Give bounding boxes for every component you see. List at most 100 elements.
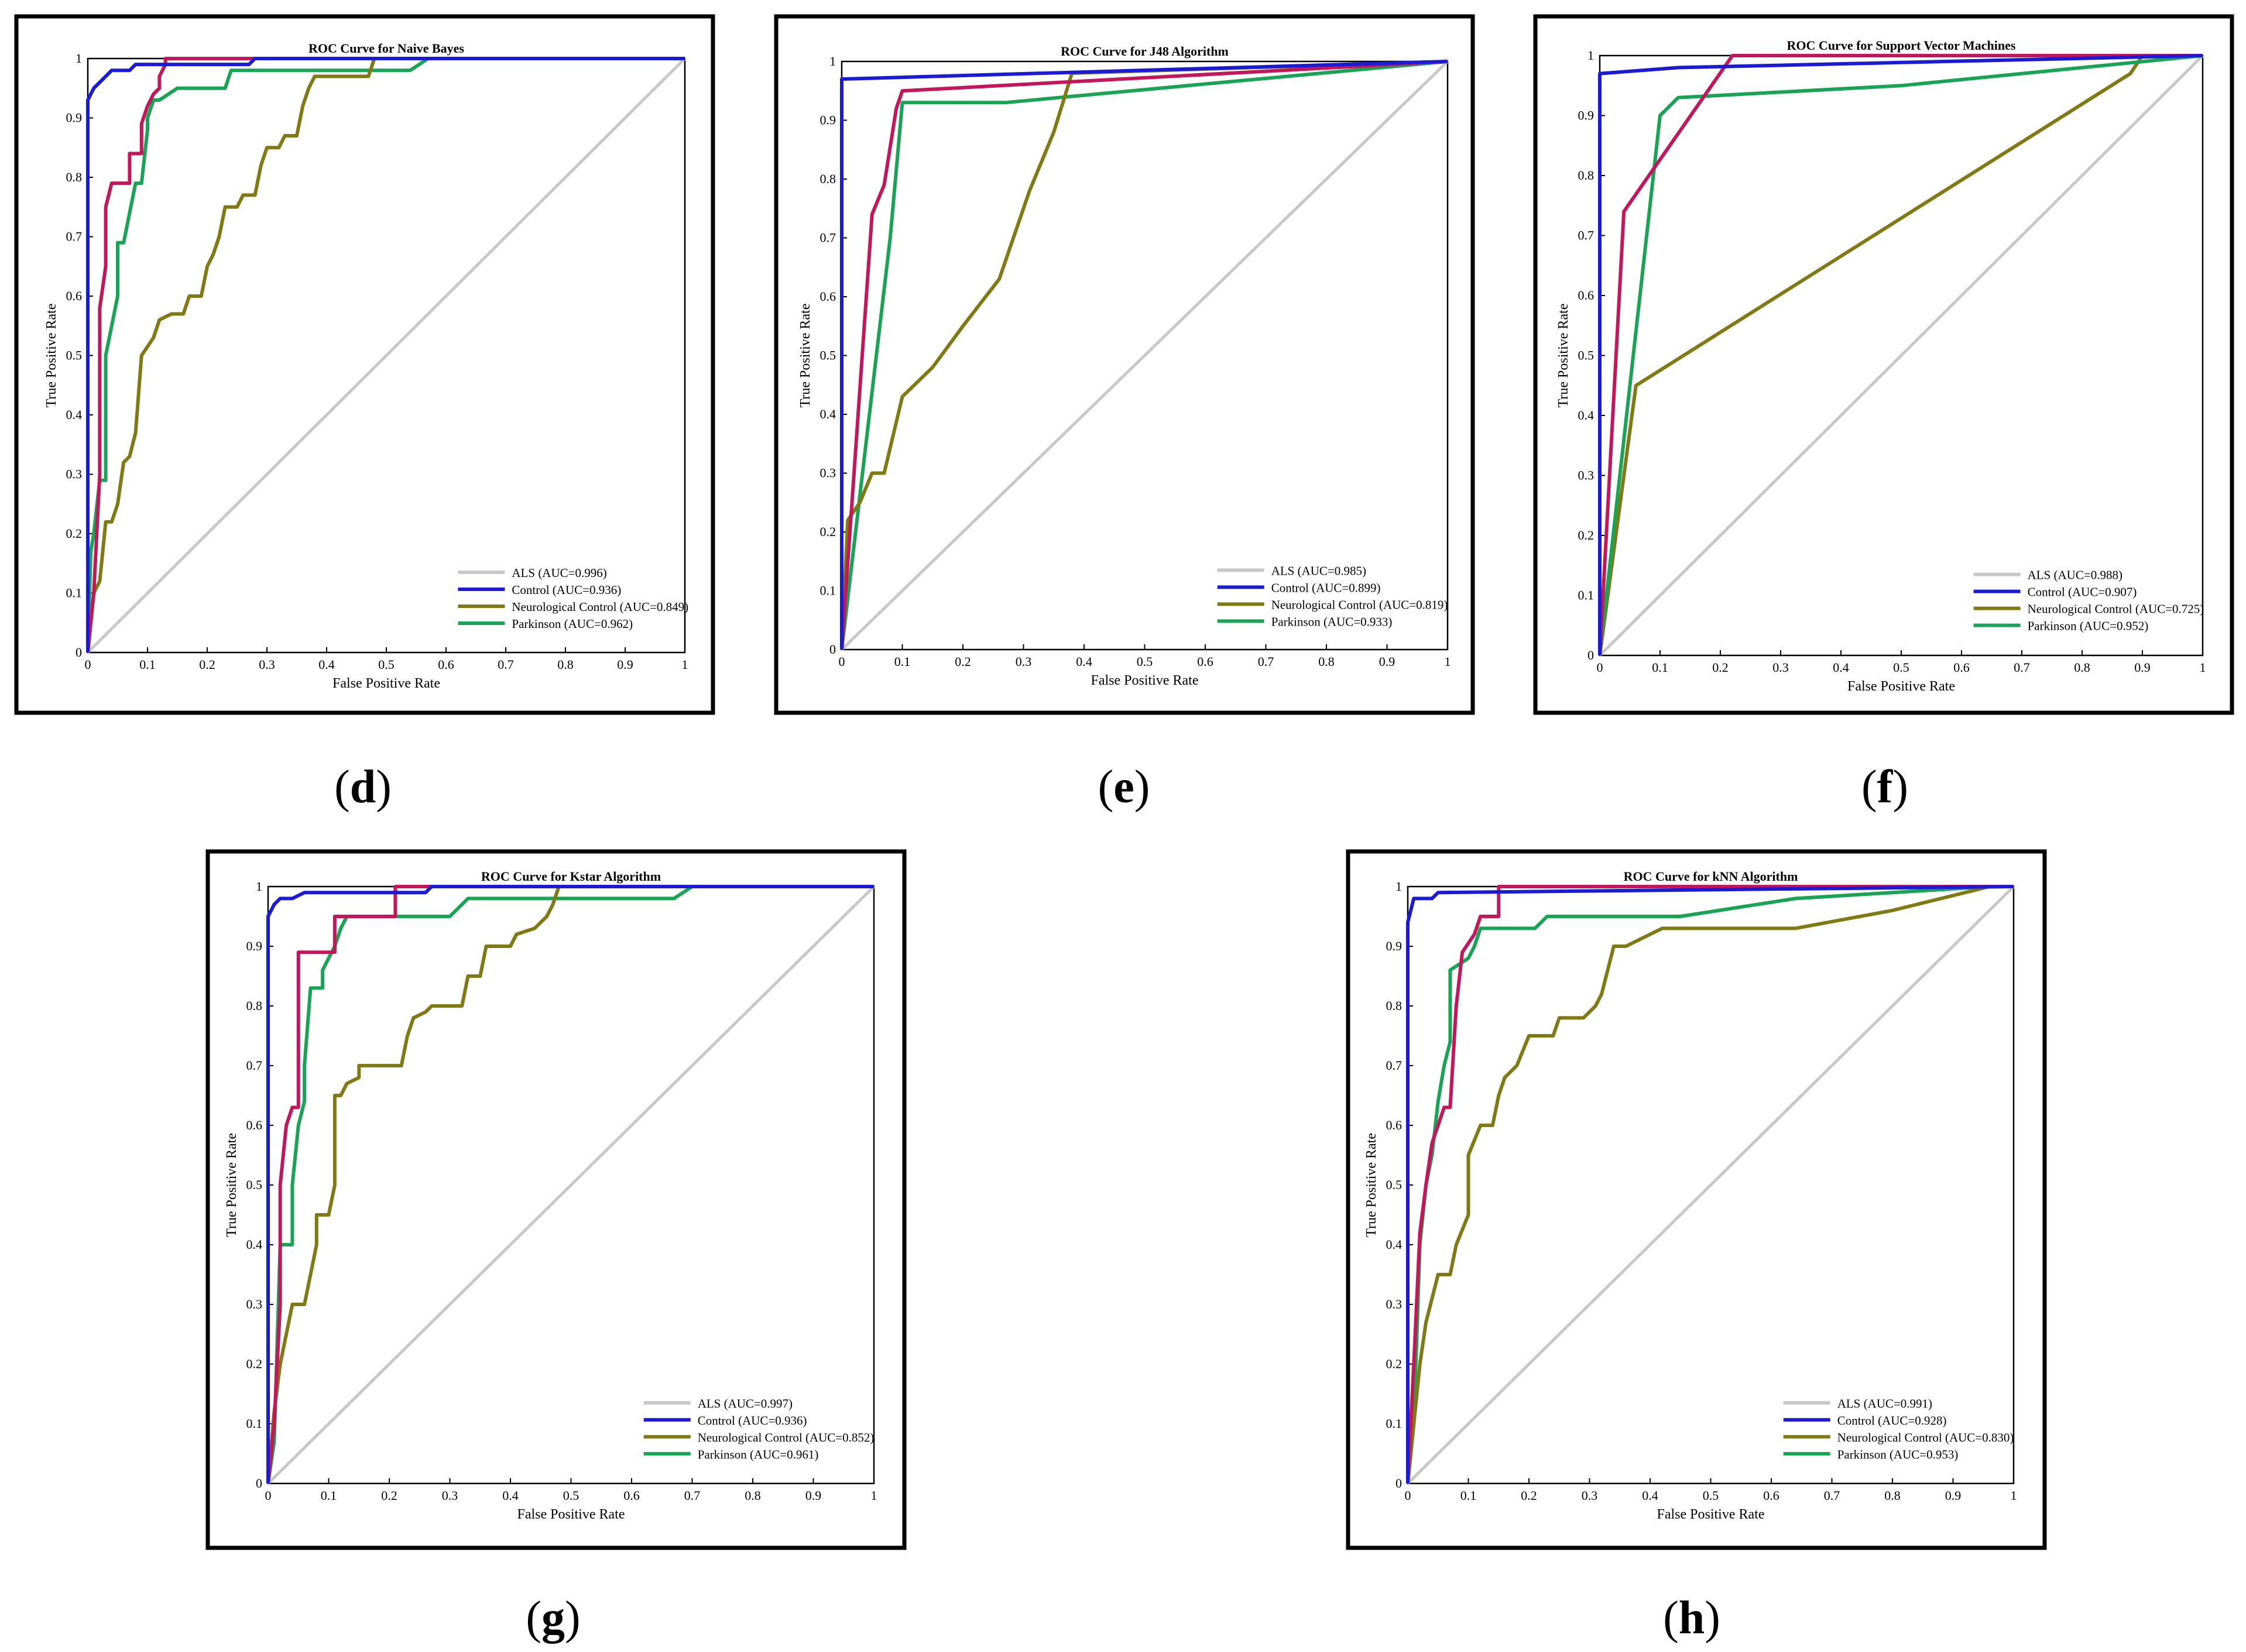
panel-label-h: (h) [1663,1592,1720,1644]
panel-label-d-letter: d [349,761,376,813]
x-axis-label: False Positive Rate [1847,679,1955,694]
x-tick-label: 1 [2200,660,2206,675]
x-tick-label: 0 [839,654,845,669]
series-line-neuro [1406,885,2014,1484]
x-axis-label: False Positive Rate [332,676,440,691]
diagonal-reference-line [841,60,1449,651]
y-axis-label: True Positive Rate [1556,304,1571,408]
legend-label-parkinson: Parkinson (AUC=0.953) [1837,1447,1959,1461]
series-line-control [1406,885,2014,1483]
y-tick-label: 0.7 [1386,1058,1403,1073]
series-line-control [840,60,1448,650]
series-line-neuro [266,885,874,1484]
y-tick-label: 0.5 [66,348,83,363]
x-tick-label: 0.8 [1318,654,1335,669]
y-tick-label: 0.3 [820,466,836,480]
x-tick-label: 0.8 [2074,660,2090,675]
x-tick-label: 0.2 [199,657,215,672]
y-tick-label: 0.1 [246,1416,263,1431]
x-tick-label: 1 [682,657,688,672]
x-tick-label: 0.1 [1460,1488,1477,1503]
legend-label-als: ALS (AUC=0.996) [512,566,606,580]
x-tick-label: 0.2 [381,1488,397,1503]
x-tick-label: 0.9 [805,1488,822,1503]
x-tick-label: 0.7 [1258,654,1274,669]
legend-label-neuro: Neurological Control (AUC=0.849) [512,600,688,614]
legend-label-control: Control (AUC=0.936) [512,583,621,597]
series-line-extra [1406,885,2014,1484]
x-tick-label: 0.3 [1772,660,1789,675]
y-tick-label: 0.8 [246,998,263,1013]
y-axis-label: True Positive Rate [1364,1133,1379,1237]
x-tick-label: 0.6 [438,657,454,672]
x-tick-label: 0.7 [498,657,514,672]
y-tick-label: 0.1 [1386,1416,1403,1431]
y-tick-label: 0.6 [1578,288,1595,303]
x-tick-label: 0.6 [623,1488,640,1503]
panel-label-g-letter: g [541,1592,565,1644]
y-tick-label: 0.6 [66,289,83,303]
y-tick-label: 0.2 [820,524,836,539]
y-tick-label: 0.9 [1578,108,1595,123]
y-tick-label: 0.3 [246,1297,263,1311]
chart-title: ROC Curve for Naive Bayes [308,41,464,56]
legend-label-parkinson: Parkinson (AUC=0.933) [1271,614,1393,628]
panel-label-e: (e) [1098,761,1150,813]
y-tick-label: 0.9 [1386,939,1403,953]
x-axis-label: False Positive Rate [517,1507,625,1522]
y-tick-label: 0.5 [1578,348,1595,363]
legend-label-als: ALS (AUC=0.997) [698,1396,793,1410]
legend-label-control: Control (AUC=0.899) [1271,581,1381,595]
y-tick-label: 0.2 [1386,1356,1403,1371]
x-tick-label: 0.6 [1197,654,1213,669]
diagonal-reference-line [1599,54,2204,657]
x-tick-label: 0 [1597,660,1603,675]
x-axis-label: False Positive Rate [1657,1507,1765,1522]
chart-h: ROC Curve for kNN Algorithm 00 0.1 0.1 0.2 0.… [1346,849,2047,1550]
y-tick-label: 0.4 [246,1237,263,1252]
y-tick-label: 0 [256,1476,262,1490]
y-tick-label: 0.1 [1578,588,1595,603]
legend-label-control: Control (AUC=0.928) [1837,1413,1947,1427]
y-tick-label: 0.4 [66,407,83,422]
chart-title: ROC Curve for kNN Algorithm [1624,869,1798,884]
chart-f: ROC Curve for Support Vector Machines 00 0… [1533,14,2234,715]
y-tick-label: 0.9 [246,939,263,953]
y-tick-label: 0.3 [1386,1297,1403,1311]
panel-label-h-letter: h [1678,1592,1705,1644]
y-tick-label: 0.7 [820,231,836,245]
diagonal-reference-line [267,885,875,1485]
legend-label-als: ALS (AUC=0.985) [1271,564,1366,578]
x-tick-label: 0.6 [1763,1488,1779,1503]
panel-frame [1533,14,2234,715]
panel-label-f-letter: f [1877,761,1893,813]
y-tick-label: 0.7 [66,229,83,244]
legend-label-neuro: Neurological Control (AUC=0.852) [698,1430,875,1444]
y-axis-label: True Positive Rate [44,304,59,408]
x-tick-label: 0.5 [1703,1488,1719,1503]
chart-panels: ROC Curve for Naive Bayes000.10.10.20.20… [14,14,2234,1550]
y-tick-label: 0.2 [66,526,83,541]
series-line-control [266,885,874,1483]
x-tick-label: 0.8 [745,1488,761,1503]
y-axis-label: True Positive Rate [224,1133,239,1237]
y-tick-label: 1 [256,879,262,894]
legend-label-als: ALS (AUC=0.991) [1837,1396,1932,1410]
y-tick-label: 0.4 [1578,408,1595,423]
y-tick-label: 0.4 [820,407,836,421]
chart-title: ROC Curve for Kstar Algorithm [481,869,661,884]
legend-label-neuro: Neurological Control (AUC=0.830) [1837,1430,2014,1444]
x-tick-label: 0.5 [378,657,395,672]
x-tick-label: 0 [265,1488,272,1503]
x-tick-label: 0.9 [1945,1488,1962,1503]
y-tick-label: 0.5 [820,348,836,363]
x-tick-label: 0.5 [563,1488,579,1503]
x-tick-label: 0.2 [955,654,971,669]
y-tick-label: 0.3 [66,467,83,482]
x-tick-label: 0 [1405,1488,1411,1503]
chart-g: ROC Curve for Kstar Algorithm 00 0.1 0.1 0.2… [205,849,907,1550]
x-tick-label: 0.7 [684,1488,701,1503]
legend-label-control: Control (AUC=0.936) [698,1413,807,1427]
x-tick-label: 1 [1445,654,1451,669]
y-tick-label: 0.6 [820,289,836,304]
